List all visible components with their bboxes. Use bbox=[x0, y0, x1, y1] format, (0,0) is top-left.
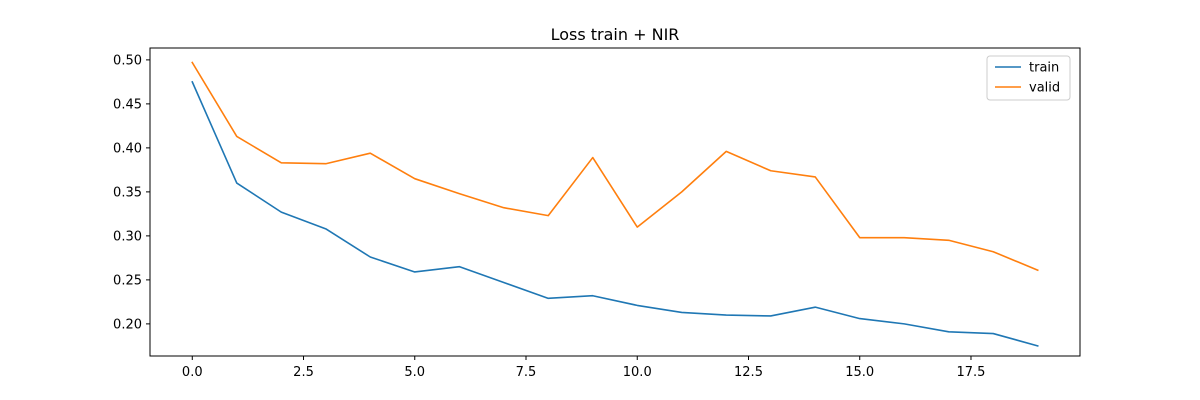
y-tick-label: 0.50 bbox=[113, 53, 142, 68]
series-line-valid bbox=[191, 61, 1039, 272]
y-tick-label: 0.30 bbox=[113, 229, 142, 244]
axes: 0.0 2.5 5.0 7.5 10.0 12.5 15.0 17.5 0.20 0.25 0.30… bbox=[113, 47, 1081, 380]
x-tick-label: 2.5 bbox=[293, 365, 314, 380]
x-tick-label: 5.0 bbox=[404, 365, 425, 380]
y-tick-label: 0.45 bbox=[113, 97, 142, 112]
axes-frame bbox=[149, 47, 1081, 357]
legend-label-train: train bbox=[1029, 61, 1059, 76]
y-tick-label: 0.20 bbox=[113, 317, 142, 332]
series-line-train bbox=[191, 80, 1039, 347]
y-tick-label: 0.40 bbox=[113, 141, 142, 156]
x-tick-label: 7.5 bbox=[516, 365, 537, 380]
plot-area bbox=[191, 61, 1039, 347]
x-tick-label: 12.5 bbox=[734, 365, 763, 380]
x-tick-label: 17.5 bbox=[957, 365, 986, 380]
y-tick-label: 0.25 bbox=[113, 273, 142, 288]
legend: train valid bbox=[986, 55, 1071, 101]
chart-title: Loss train + NIR bbox=[551, 25, 680, 44]
x-tick-label: 0.0 bbox=[182, 365, 203, 380]
x-tick-label: 10.0 bbox=[623, 365, 652, 380]
y-tick-label: 0.35 bbox=[113, 185, 142, 200]
legend-label-valid: valid bbox=[1029, 81, 1060, 96]
x-tick-label: 15.0 bbox=[845, 365, 874, 380]
